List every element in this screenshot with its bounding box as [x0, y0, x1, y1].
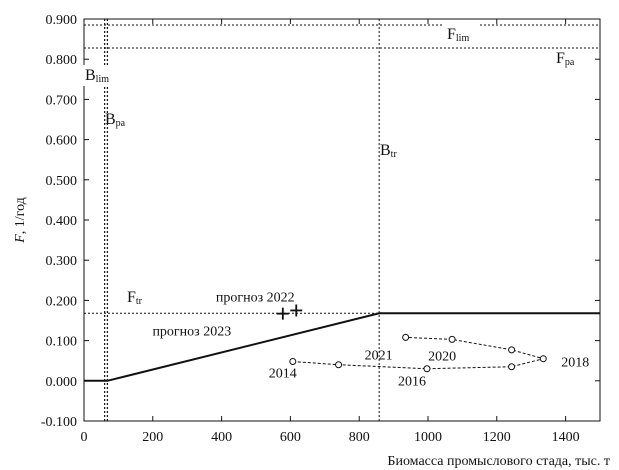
- history-point: [402, 333, 410, 341]
- f-tr-label-main: F: [127, 289, 136, 306]
- b-tr-label: Btr: [380, 142, 397, 160]
- b-tr-label-main: B: [380, 142, 391, 159]
- f-lim-label-bg: [444, 24, 480, 45]
- y-axis-title-symbol: F: [13, 234, 28, 244]
- data-layer: [84, 304, 600, 382]
- history-point: [508, 363, 516, 371]
- y-tick-label: 0.800: [46, 53, 78, 68]
- x-tick-label: 1000: [414, 430, 442, 445]
- year-label: 2016: [398, 375, 426, 390]
- y-tick-label: 0.300: [46, 254, 78, 269]
- b-pa-label-sub: pa: [116, 118, 126, 129]
- year-label: 2014: [269, 367, 297, 382]
- f-pa-label-sub: pa: [565, 57, 575, 68]
- x-tick-label: 1200: [483, 430, 511, 445]
- y-tick-label: 0.700: [46, 93, 78, 108]
- axis-layer: -0.100 0.000 0.100 0.200 0.300 0.400 0.500 0.60…: [41, 13, 600, 445]
- year-label: 2018: [561, 356, 589, 371]
- history-point: [508, 346, 516, 354]
- y-axis-title: F, 1/год: [13, 197, 28, 244]
- control-rule-line: [84, 312, 600, 382]
- year-label: 2021: [365, 348, 393, 363]
- f-pa-label: Fpa: [556, 50, 575, 68]
- f-lim-label-sub: lim: [456, 33, 470, 44]
- x-tick-label: 800: [349, 430, 370, 445]
- y-tick-label: -0.100: [41, 415, 77, 430]
- history-point: [423, 365, 431, 373]
- f-tr-label: Ftr: [127, 289, 143, 307]
- f-tr-label-sub: tr: [136, 296, 143, 307]
- b-pa-label: Bpa: [105, 111, 126, 129]
- x-tick-label: 400: [211, 430, 232, 445]
- y-axis-title-unit: , 1/год: [13, 197, 28, 234]
- b-pa-label-main: B: [105, 111, 116, 128]
- f-lim-label: Flim: [447, 26, 469, 44]
- f-pa-label-main: F: [556, 50, 565, 67]
- f-lim-label-main: F: [447, 26, 456, 43]
- reference-line-layer: [84, 19, 600, 421]
- b-lim-label: Blim: [85, 67, 109, 85]
- history-point: [289, 358, 297, 366]
- history-point: [335, 361, 343, 369]
- y-tick-label: 0.400: [46, 214, 78, 229]
- history-line: [292, 336, 546, 370]
- y-tick-label: 0.500: [46, 174, 78, 189]
- y-tick-label: 0.900: [46, 13, 78, 28]
- b-lim-label-sub: lim: [96, 74, 110, 85]
- x-tick-label: 200: [142, 430, 163, 445]
- y-tick-label: 0.100: [46, 335, 78, 350]
- b-tr-label-sub: tr: [391, 149, 398, 160]
- y-tick-label: 0.200: [46, 294, 78, 309]
- b-lim-label-bg: [82, 65, 118, 86]
- x-tick-label: 1400: [552, 430, 580, 445]
- forecast-label: прогноз 2022: [216, 290, 295, 305]
- x-axis-title: Биомасса промыслового стада, тыс. т: [387, 454, 610, 469]
- x-tick-label: 600: [280, 430, 301, 445]
- label-layer: FlimFpaBlimBpaBtrFtr20142016201820202021…: [82, 24, 589, 390]
- x-tick-label: 0: [81, 430, 88, 445]
- y-tick-label: 0.000: [46, 375, 78, 390]
- year-label: 2020: [428, 349, 456, 364]
- history-point: [539, 355, 547, 363]
- forecast-label: прогноз 2023: [152, 325, 231, 340]
- b-lim-label-main: B: [85, 67, 96, 84]
- plot-frame: [83, 18, 601, 422]
- history-point: [448, 335, 456, 343]
- y-tick-label: 0.600: [46, 134, 78, 149]
